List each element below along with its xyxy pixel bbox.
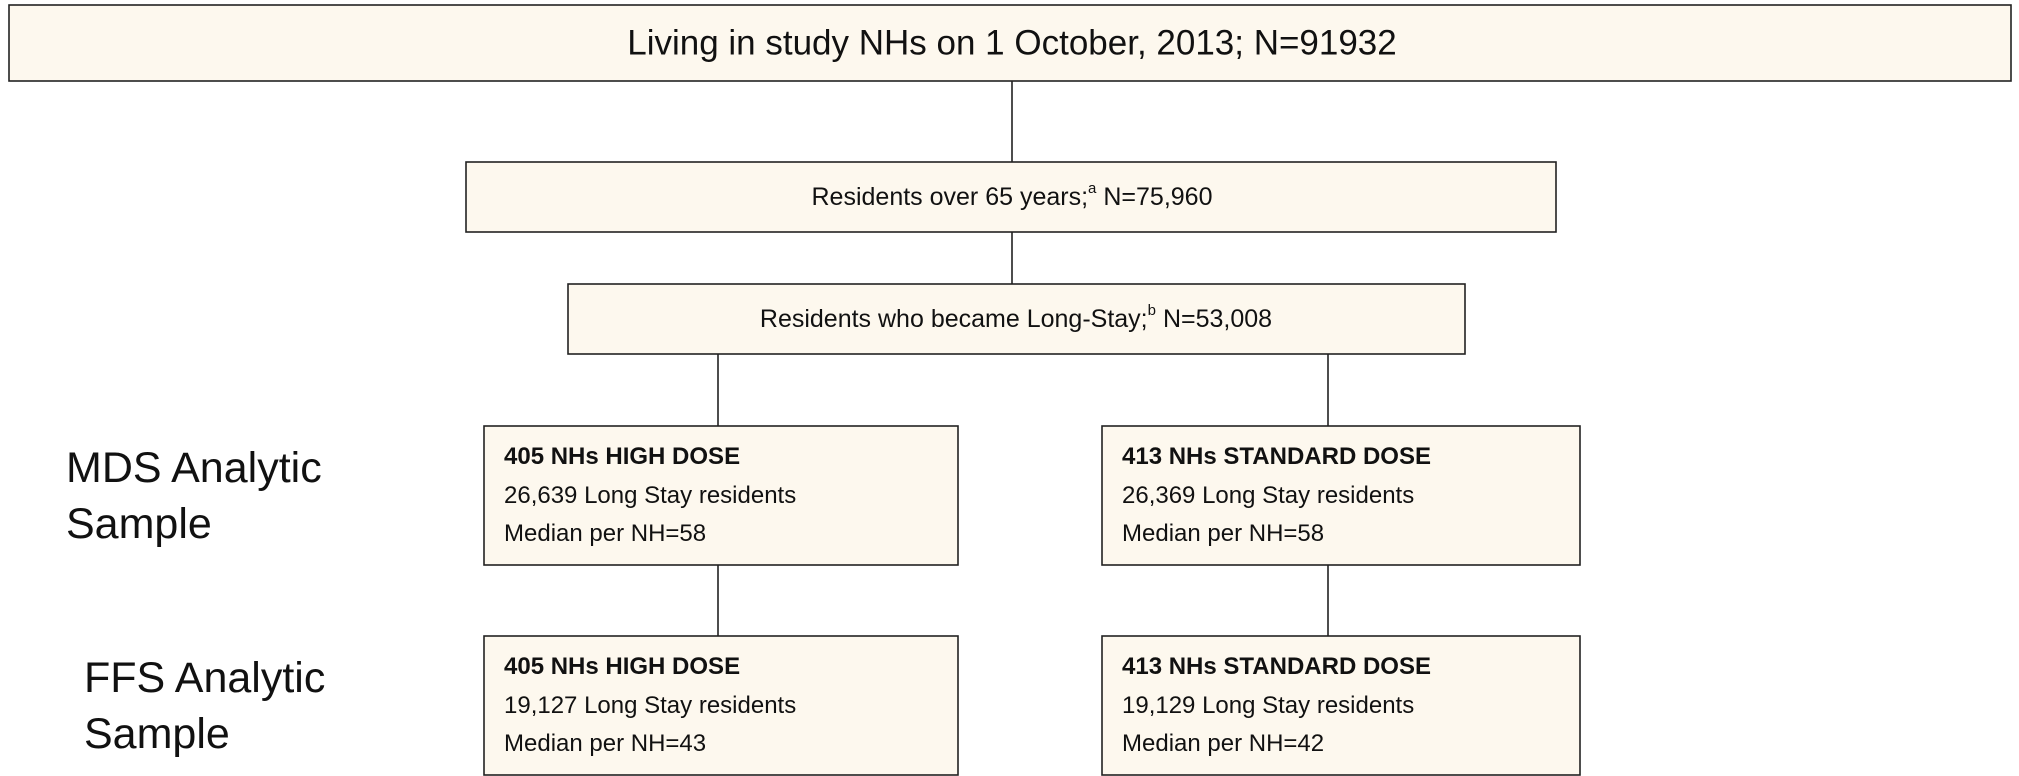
box	[567, 283, 1466, 355]
side-label: Sample	[66, 500, 212, 548]
count: N=53,008	[1163, 305, 1272, 333]
side-label: FFS Analytic	[84, 654, 325, 702]
count: N=75,960	[1103, 183, 1212, 211]
box-line: 26,639 Long Stay residents	[504, 482, 796, 509]
box-text: Residents over 65 years;a N=75,960	[812, 180, 1213, 211]
box-line: 19,129 Long Stay residents	[1122, 692, 1414, 719]
box-line: Median per NH=58	[1122, 520, 1324, 547]
box-title: 413 NHs STANDARD DOSE	[1122, 443, 1431, 470]
side-label: MDS Analytic	[66, 444, 322, 492]
box	[483, 635, 959, 776]
box	[483, 425, 959, 566]
box	[1101, 635, 1581, 776]
box-title: 413 NHs STANDARD DOSE	[1122, 653, 1431, 680]
text: Residents over 65 years;	[812, 183, 1089, 211]
footnote-marker: a	[1088, 180, 1097, 197]
box-line: Median per NH=43	[504, 730, 706, 757]
box-line: Median per NH=42	[1122, 730, 1324, 757]
lower-boxes: 405 NHs HIGH DOSE 26,639 Long Stay reside…	[483, 425, 1581, 776]
box	[8, 4, 2012, 82]
box	[465, 161, 1557, 233]
box-title: 405 NHs HIGH DOSE	[504, 653, 740, 680]
box-text: Living in study NHs on 1 October, 2013; …	[627, 23, 1397, 62]
text: Residents who became Long-Stay;	[760, 305, 1148, 333]
box	[1101, 425, 1581, 566]
side-label: Sample	[84, 710, 230, 758]
box-text: Residents who became Long-Stay;b N=53,008	[760, 302, 1272, 333]
side-labels: MDS Analytic Sample FFS Analytic Sample	[66, 444, 325, 758]
box-line: Median per NH=58	[504, 520, 706, 547]
footnote-marker: b	[1148, 302, 1156, 319]
box-line: 19,127 Long Stay residents	[504, 692, 796, 719]
box-line: 26,369 Long Stay residents	[1122, 482, 1414, 509]
box-title: 405 NHs HIGH DOSE	[504, 443, 740, 470]
